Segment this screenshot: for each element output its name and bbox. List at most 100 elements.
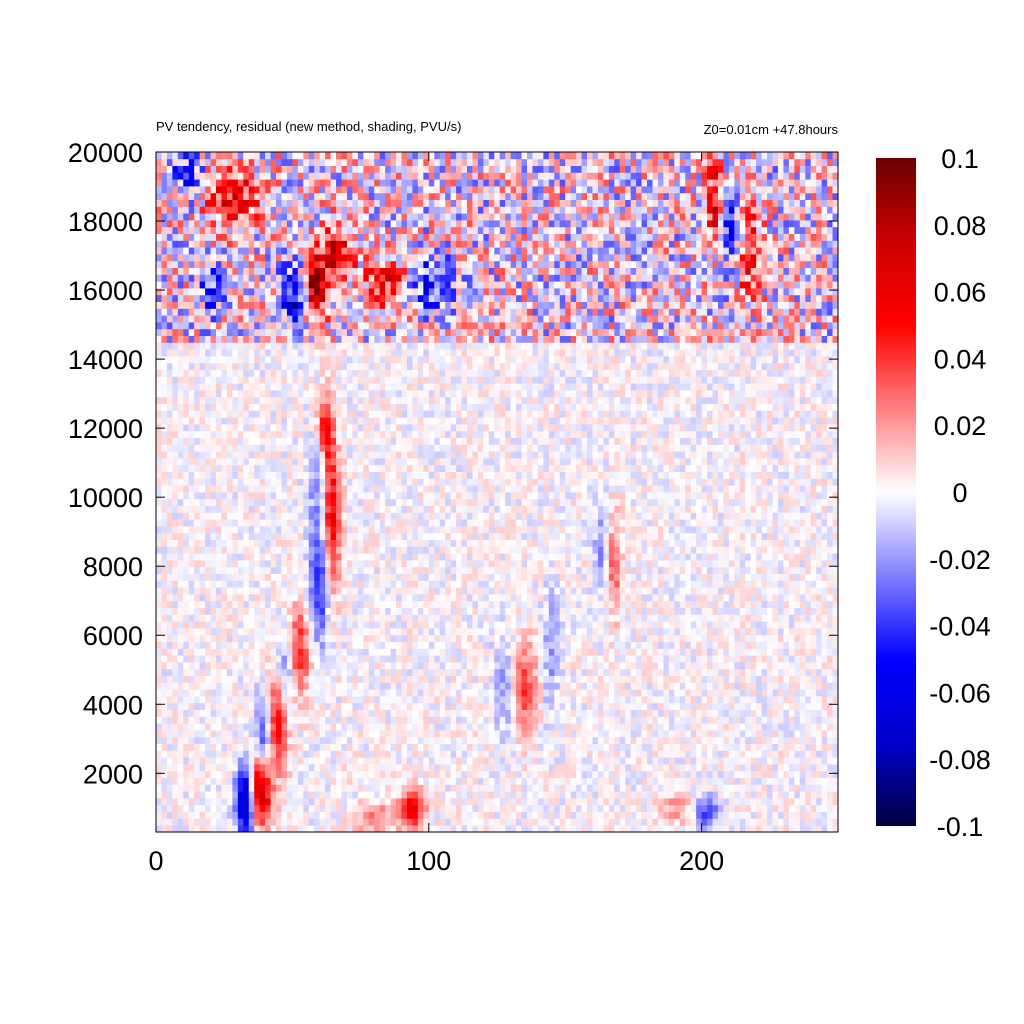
heatmap-cell bbox=[183, 628, 190, 636]
heatmap-cell bbox=[396, 723, 402, 731]
heatmap-cell bbox=[805, 777, 812, 785]
heatmap-cell bbox=[254, 825, 261, 833]
heatmap-cell bbox=[363, 757, 370, 765]
heatmap-cell bbox=[226, 607, 233, 615]
heatmap-cell bbox=[396, 764, 402, 772]
heatmap-cell bbox=[696, 594, 702, 602]
heatmap-cell bbox=[379, 709, 386, 717]
heatmap-cell bbox=[816, 784, 823, 792]
heatmap-cell bbox=[363, 668, 370, 676]
heatmap-cell bbox=[636, 621, 642, 629]
heatmap-cell bbox=[434, 791, 441, 799]
heatmap-cell bbox=[510, 784, 517, 792]
heatmap-cell bbox=[330, 682, 337, 690]
heatmap-cell bbox=[205, 784, 211, 792]
heatmap-cell bbox=[799, 668, 806, 676]
heatmap-cell bbox=[385, 600, 392, 608]
heatmap-cell bbox=[270, 662, 277, 670]
heatmap-cell bbox=[401, 784, 408, 792]
heatmap-cell bbox=[434, 614, 441, 622]
heatmap-cell bbox=[314, 560, 321, 568]
heatmap-cell bbox=[663, 587, 670, 595]
heatmap-cell bbox=[559, 662, 566, 670]
heatmap-cell bbox=[216, 777, 222, 785]
heatmap-cell bbox=[565, 675, 572, 683]
heatmap-cell bbox=[565, 621, 572, 629]
heatmap-cell bbox=[281, 587, 288, 595]
heatmap-cell bbox=[314, 804, 321, 812]
heatmap-cell bbox=[603, 573, 610, 581]
heatmap-cell bbox=[537, 648, 544, 656]
heatmap-cell bbox=[248, 594, 255, 602]
heatmap-cell bbox=[805, 634, 812, 642]
heatmap-cell bbox=[243, 757, 250, 765]
heatmap-cell bbox=[603, 818, 610, 826]
heatmap-cell bbox=[745, 628, 752, 636]
heatmap-cell bbox=[156, 825, 162, 833]
heatmap-cell bbox=[668, 634, 675, 642]
heatmap-cell bbox=[396, 757, 402, 765]
heatmap-cell bbox=[499, 560, 506, 568]
heatmap-cell bbox=[161, 730, 168, 738]
heatmap-cell bbox=[543, 668, 550, 676]
heatmap-cell bbox=[581, 723, 588, 731]
heatmap-cell bbox=[319, 743, 326, 751]
heatmap-cell bbox=[265, 675, 271, 683]
heatmap-cell bbox=[625, 777, 632, 785]
heatmap-cell bbox=[243, 675, 250, 683]
heatmap-cell bbox=[821, 784, 828, 792]
heatmap-cell bbox=[368, 818, 375, 826]
heatmap-cell bbox=[707, 777, 713, 785]
heatmap-cell bbox=[679, 641, 686, 649]
heatmap-cell bbox=[390, 641, 397, 649]
heatmap-cell bbox=[772, 757, 779, 765]
heatmap-cell bbox=[314, 621, 321, 629]
heatmap-cell bbox=[777, 798, 784, 806]
heatmap-cell bbox=[341, 682, 348, 690]
heatmap-cell bbox=[199, 723, 206, 731]
heatmap-cell bbox=[188, 566, 195, 574]
heatmap-cell bbox=[712, 696, 719, 704]
heatmap-cell bbox=[756, 743, 763, 751]
heatmap-cell bbox=[477, 764, 484, 772]
heatmap-cell bbox=[276, 634, 282, 642]
heatmap-cell bbox=[401, 662, 408, 670]
heatmap-cell bbox=[406, 825, 413, 833]
heatmap-cell bbox=[723, 709, 730, 717]
heatmap-cell bbox=[336, 818, 342, 826]
heatmap-cell bbox=[696, 743, 702, 751]
heatmap-cell bbox=[559, 736, 566, 744]
heatmap-cell bbox=[319, 723, 326, 731]
heatmap-cell bbox=[325, 743, 331, 751]
heatmap-cell bbox=[641, 560, 648, 568]
heatmap-cell bbox=[346, 587, 353, 595]
heatmap-cell bbox=[821, 621, 828, 629]
heatmap-cell bbox=[276, 682, 282, 690]
heatmap-cell bbox=[445, 696, 452, 704]
heatmap-cell bbox=[728, 709, 735, 717]
heatmap-cell bbox=[723, 573, 730, 581]
heatmap-cell bbox=[690, 791, 697, 799]
heatmap-cell bbox=[243, 573, 250, 581]
heatmap-cell bbox=[581, 696, 588, 704]
heatmap-cell bbox=[805, 689, 812, 697]
heatmap-cell bbox=[690, 702, 697, 710]
heatmap-cell bbox=[521, 668, 528, 676]
heatmap-cell bbox=[799, 716, 806, 724]
heatmap-cell bbox=[445, 628, 452, 636]
heatmap-cell bbox=[188, 757, 195, 765]
heatmap-cell bbox=[483, 614, 490, 622]
heatmap-cell bbox=[336, 811, 342, 819]
heatmap-cell bbox=[297, 662, 304, 670]
heatmap-cell bbox=[707, 614, 713, 622]
heatmap-cell bbox=[368, 682, 375, 690]
heatmap-cell bbox=[576, 743, 582, 751]
heatmap-cell bbox=[816, 730, 823, 738]
heatmap-cell bbox=[543, 716, 550, 724]
heatmap-cell bbox=[707, 696, 713, 704]
heatmap-cell bbox=[270, 580, 277, 588]
heatmap-cell bbox=[597, 818, 604, 826]
heatmap-cell bbox=[456, 750, 462, 758]
heatmap-cell bbox=[423, 804, 430, 812]
heatmap-cell bbox=[701, 811, 708, 819]
